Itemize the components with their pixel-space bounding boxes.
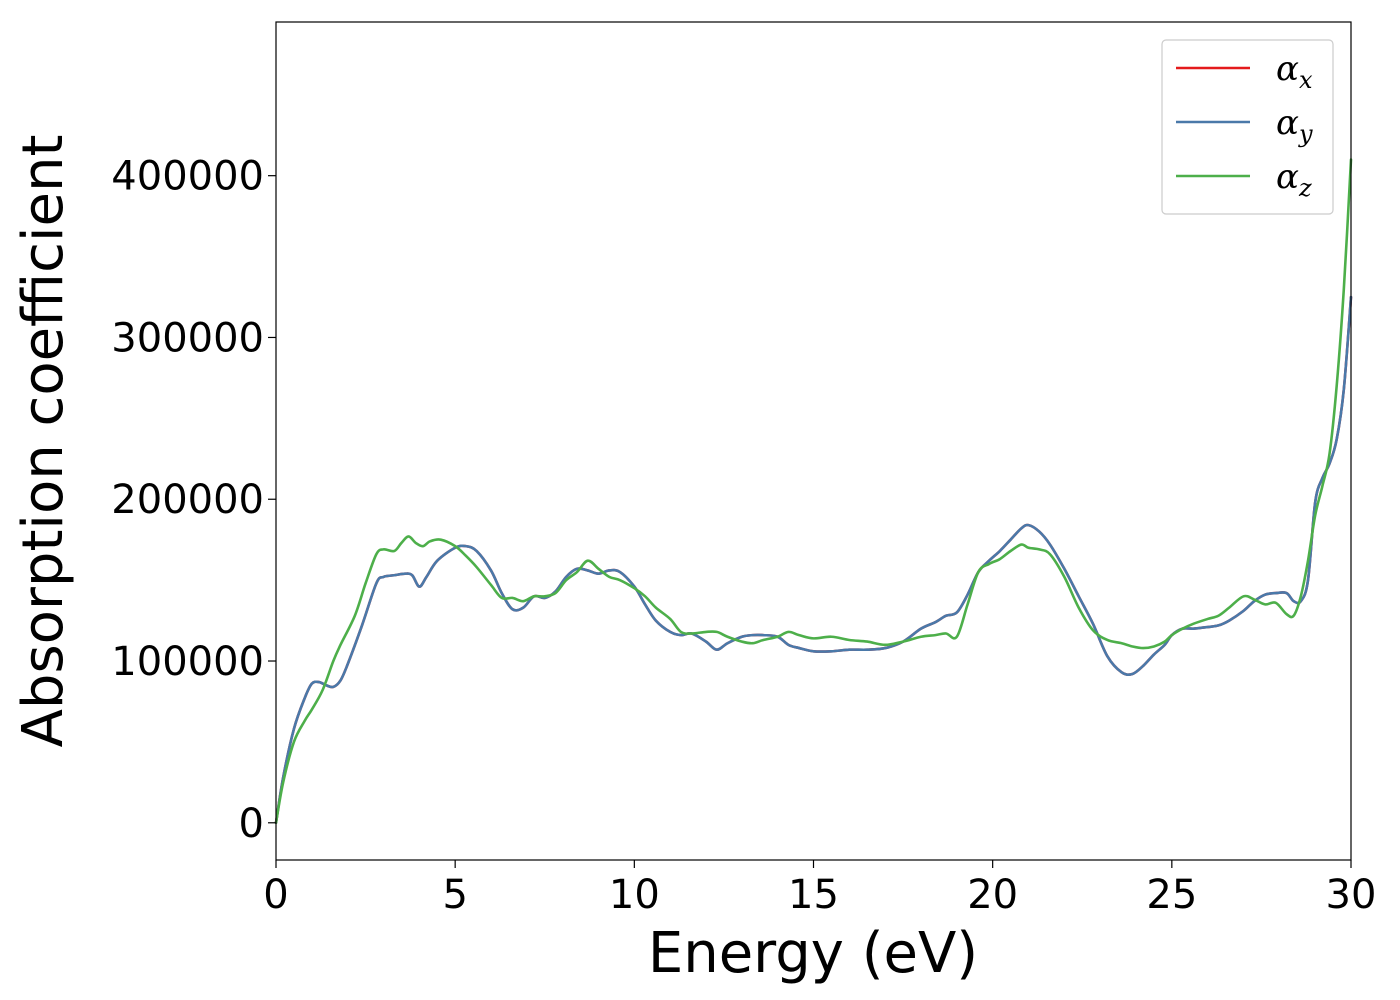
x-tick-label: 10 [609, 872, 660, 918]
legend-symbol: α [1276, 49, 1299, 89]
x-tick-label: 30 [1326, 872, 1377, 918]
y-tick-label: 300000 [111, 315, 264, 361]
x-axis-label: Energy (eV) [648, 921, 978, 986]
x-tick-label: 15 [788, 872, 839, 918]
x-tick-label: 0 [263, 872, 288, 918]
y-tick-label: 200000 [111, 477, 264, 523]
series-line-z [274, 158, 1353, 825]
legend-label-z: αz [1276, 157, 1312, 202]
legend-symbol: α [1276, 103, 1299, 143]
legend-subscript: z [1298, 174, 1312, 202]
legend-subscript: x [1299, 66, 1313, 94]
y-tick-label: 0 [239, 801, 264, 847]
y-axis: 0 100000 200000 300000 400000 [111, 154, 276, 847]
legend-subscript: y [1298, 120, 1313, 148]
legend-box [1161, 39, 1334, 215]
x-tick-label: 20 [967, 872, 1018, 918]
y-tick-label: 100000 [111, 639, 264, 685]
y-axis-label: Absorption coefficient [11, 135, 76, 748]
y-tick-label: 400000 [111, 154, 264, 200]
legend-symbol: α [1276, 157, 1299, 197]
legend-label-y: αy [1276, 103, 1313, 148]
x-tick-label: 25 [1146, 872, 1197, 918]
series-layer [274, 158, 1353, 825]
legend-label-x: αx [1276, 49, 1313, 94]
series-line-y [274, 295, 1353, 825]
x-tick-label: 5 [442, 872, 467, 918]
x-axis: 0 5 10 15 20 25 30 [263, 860, 1376, 918]
